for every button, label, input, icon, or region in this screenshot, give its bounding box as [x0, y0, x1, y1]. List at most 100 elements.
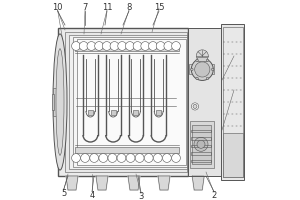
Bar [134, 110, 138, 115]
Circle shape [102, 42, 111, 50]
Circle shape [227, 65, 229, 67]
Circle shape [126, 154, 135, 162]
Circle shape [172, 154, 180, 162]
Bar [191, 152, 211, 155]
Circle shape [236, 113, 238, 115]
Circle shape [223, 161, 225, 163]
Circle shape [227, 149, 229, 151]
Circle shape [240, 125, 242, 127]
Circle shape [223, 77, 225, 79]
Circle shape [227, 77, 229, 79]
Circle shape [227, 113, 229, 115]
Circle shape [108, 154, 117, 162]
Circle shape [212, 68, 214, 71]
Polygon shape [96, 176, 108, 190]
Circle shape [163, 154, 171, 162]
Circle shape [227, 173, 229, 175]
Text: 10: 10 [52, 2, 63, 11]
Circle shape [231, 173, 233, 175]
Circle shape [231, 125, 233, 127]
Circle shape [231, 161, 233, 163]
Circle shape [72, 42, 80, 50]
Circle shape [236, 77, 238, 79]
Polygon shape [192, 176, 204, 190]
Ellipse shape [56, 49, 64, 155]
Circle shape [236, 53, 238, 55]
Circle shape [223, 41, 225, 43]
Circle shape [240, 77, 242, 79]
Circle shape [227, 161, 229, 163]
Circle shape [164, 42, 173, 50]
Text: 3: 3 [138, 192, 144, 200]
Bar [73, 37, 187, 167]
Circle shape [223, 125, 225, 127]
Circle shape [236, 161, 238, 163]
Circle shape [196, 77, 198, 80]
Circle shape [153, 154, 162, 162]
Circle shape [231, 149, 233, 151]
Circle shape [81, 154, 89, 162]
Circle shape [72, 154, 80, 162]
Bar [88, 110, 93, 115]
Circle shape [99, 154, 108, 162]
Circle shape [117, 154, 126, 162]
Circle shape [144, 154, 153, 162]
Circle shape [231, 89, 233, 91]
Circle shape [231, 101, 233, 103]
Circle shape [156, 42, 165, 50]
Circle shape [223, 89, 225, 91]
Circle shape [231, 77, 233, 79]
Circle shape [236, 41, 238, 43]
Circle shape [227, 137, 229, 139]
Bar [191, 160, 211, 162]
Circle shape [236, 89, 238, 91]
Bar [190, 121, 214, 168]
Circle shape [191, 68, 193, 71]
Circle shape [90, 154, 99, 162]
Circle shape [141, 42, 150, 50]
Circle shape [240, 137, 242, 139]
Circle shape [194, 137, 208, 151]
Bar [188, 28, 222, 176]
Circle shape [227, 101, 229, 103]
Polygon shape [128, 176, 140, 190]
Circle shape [240, 53, 242, 55]
Circle shape [240, 113, 242, 115]
Circle shape [133, 42, 142, 50]
Circle shape [240, 89, 242, 91]
Circle shape [223, 113, 225, 115]
Circle shape [193, 104, 197, 108]
Bar [75, 45, 179, 51]
Circle shape [110, 42, 119, 50]
Circle shape [236, 149, 238, 151]
Bar [52, 94, 54, 110]
Bar [192, 125, 211, 164]
Circle shape [223, 101, 225, 103]
Bar [156, 110, 161, 115]
Text: 11: 11 [102, 2, 112, 11]
Circle shape [125, 42, 134, 50]
Text: 8: 8 [126, 2, 132, 11]
Circle shape [191, 58, 213, 80]
Circle shape [95, 42, 103, 50]
Bar [221, 24, 244, 180]
Circle shape [223, 149, 225, 151]
Bar [191, 145, 211, 147]
Circle shape [227, 89, 229, 91]
Circle shape [236, 173, 238, 175]
Bar [191, 137, 211, 140]
Ellipse shape [53, 34, 67, 170]
Circle shape [135, 154, 144, 162]
Bar [111, 110, 116, 115]
Text: 2: 2 [212, 191, 217, 200]
Bar [223, 133, 242, 177]
Circle shape [236, 125, 238, 127]
Circle shape [227, 41, 229, 43]
Circle shape [231, 65, 233, 67]
Circle shape [240, 161, 242, 163]
Circle shape [236, 65, 238, 67]
Bar [191, 130, 211, 132]
Circle shape [236, 101, 238, 103]
Bar [53, 88, 58, 116]
Polygon shape [66, 176, 78, 190]
